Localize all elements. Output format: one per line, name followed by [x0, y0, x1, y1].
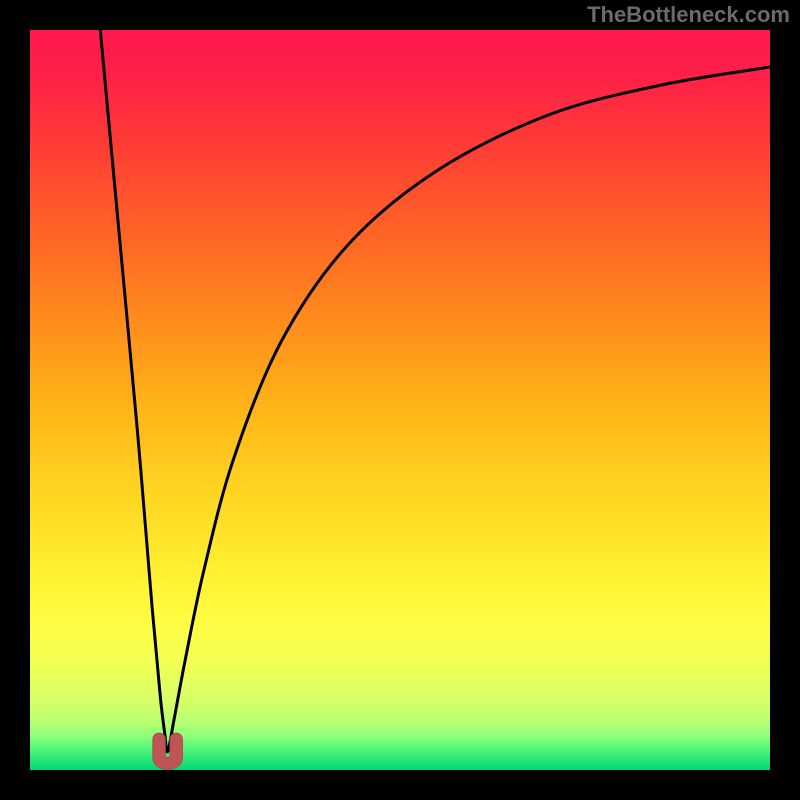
chart-container: TheBottleneck.com	[0, 0, 800, 800]
chart-svg-wrap	[0, 0, 800, 800]
gradient-background	[30, 30, 770, 770]
chart-svg	[0, 0, 800, 800]
watermark-text: TheBottleneck.com	[587, 2, 790, 28]
